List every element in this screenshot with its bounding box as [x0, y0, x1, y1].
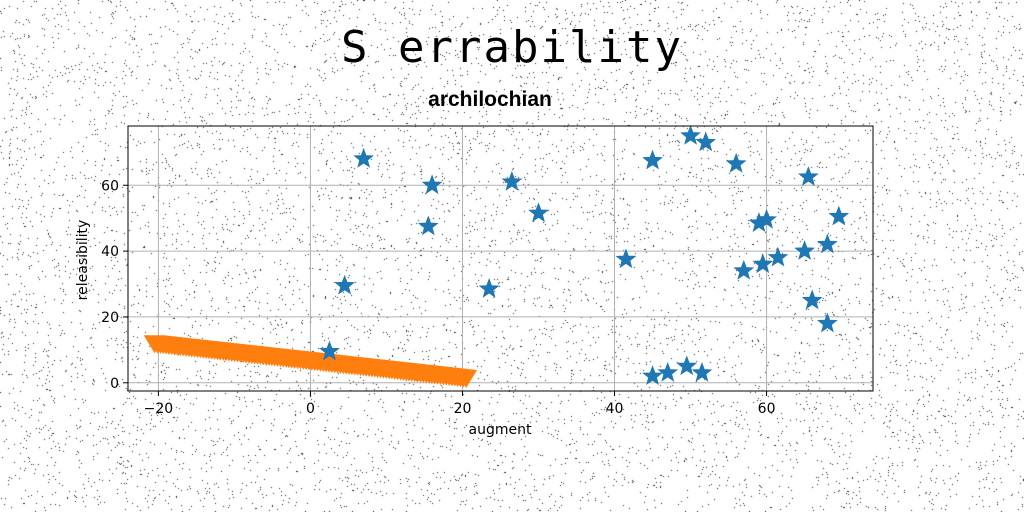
star-point	[657, 361, 679, 382]
chart-subtitle: archilochian	[428, 88, 552, 111]
star-point	[478, 278, 500, 298]
star-point	[752, 253, 774, 274]
star-point	[615, 248, 637, 269]
star-point	[816, 312, 838, 333]
y-axis-ticks: 0 20 40 60	[101, 178, 128, 392]
x-tick-label: 0	[306, 401, 315, 417]
y-tick-label: 0	[110, 376, 119, 392]
star-point	[816, 233, 838, 254]
star-point	[828, 205, 850, 226]
chart-title: S errability	[341, 22, 683, 73]
y-tick-label: 20	[101, 310, 119, 326]
plot-frame	[127, 125, 874, 392]
star-point	[642, 149, 663, 170]
star-point	[421, 174, 443, 195]
star-point	[695, 131, 717, 152]
star-point	[676, 355, 698, 376]
star-point	[528, 202, 549, 223]
star-point	[794, 240, 815, 260]
x-tick-label: 60	[758, 401, 776, 417]
x-axis-ticks: −20 0 20 40 60	[144, 391, 776, 417]
star-point	[767, 246, 789, 267]
x-axis-label: augment	[469, 422, 532, 438]
star-point	[319, 340, 340, 361]
star-point	[756, 208, 777, 229]
x-tick-label: −20	[144, 401, 174, 417]
y-tick-label: 60	[101, 178, 119, 194]
grid-lines	[128, 126, 873, 391]
y-tick-label: 40	[101, 244, 119, 260]
y-axis-label: releasibility	[75, 220, 91, 301]
star-point	[680, 124, 701, 145]
star-point	[797, 166, 819, 186]
star-point	[733, 259, 755, 280]
star-point	[691, 361, 713, 382]
star-point	[353, 147, 375, 168]
star-point	[642, 365, 663, 386]
star-point	[725, 152, 747, 173]
x-tick-label: 20	[454, 401, 472, 417]
triangle-point	[455, 369, 478, 388]
star-point	[501, 171, 523, 191]
star-point	[417, 215, 439, 236]
series-stars	[319, 124, 850, 386]
star-point	[801, 289, 823, 310]
series-triangles	[143, 335, 478, 388]
x-tick-label: 40	[606, 401, 624, 417]
star-point	[334, 274, 356, 295]
